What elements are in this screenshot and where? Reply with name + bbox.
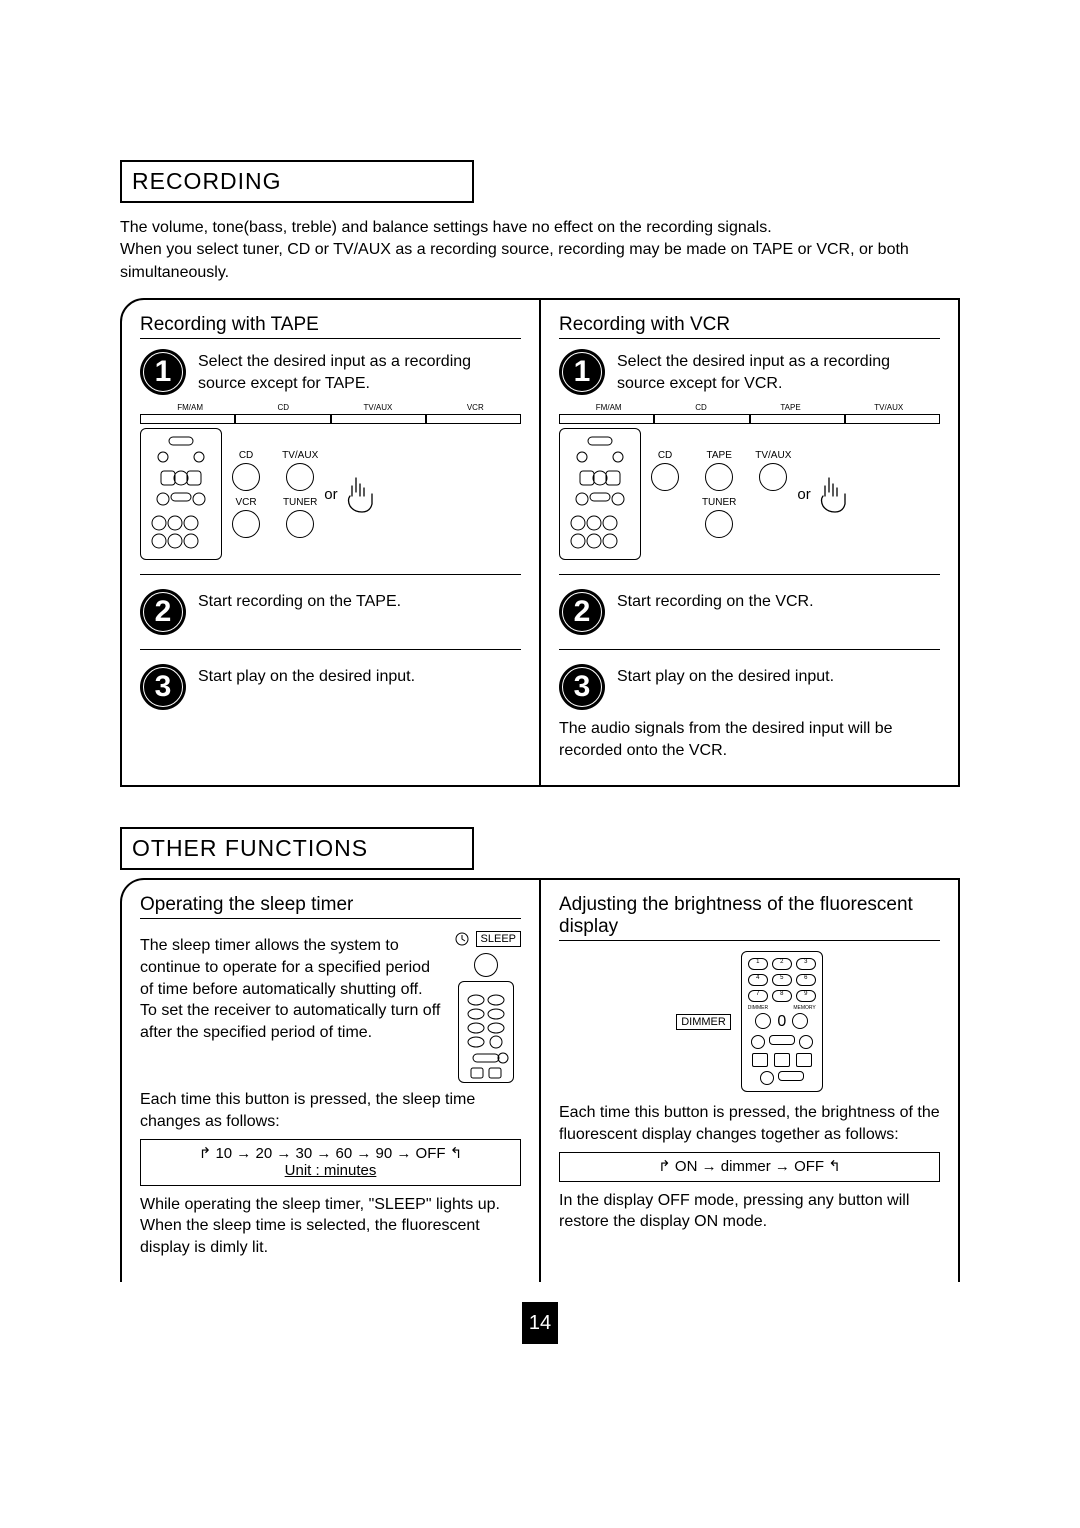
sleep-p2: Each time this button is pressed, the sl… [140, 1089, 521, 1132]
remote-icon [140, 428, 222, 560]
tape-step1: Select the desired input as a recording … [198, 349, 521, 394]
dimmer-title: Adjusting the brightness of the fluoresc… [559, 894, 940, 941]
dimmer-cycle: ↱ ON → dimmer → OFF ↰ [559, 1152, 940, 1182]
btn-label: TV/AUX [755, 450, 791, 461]
key: 8 [772, 990, 792, 1002]
page-number: 14 [522, 1302, 558, 1344]
sleep-unit: Unit : minutes [151, 1162, 510, 1179]
btn-label: TV/AUX [282, 450, 318, 461]
remote-icon [458, 981, 514, 1083]
step-2-circle: 2 [140, 589, 186, 635]
dimmer-p1: Each time this button is pressed, the br… [559, 1102, 940, 1145]
sleep-callout: SLEEP [476, 931, 521, 947]
remote-keypad: 1 2 3 4 5 6 7 8 9 DIMMER MEMORY [741, 951, 823, 1092]
tape-diagram: FM/AM CD TV/AUX VCR [140, 403, 521, 560]
sleep-p3: While operating the sleep timer, "SLEEP"… [140, 1194, 521, 1259]
recording-intro: The volume, tone(bass, treble) and balan… [120, 217, 960, 284]
tab-label: FM/AM [596, 403, 622, 412]
hand-icon [344, 474, 374, 514]
key: 2 [772, 958, 792, 970]
btn-label: CD [239, 450, 253, 461]
key: 1 [748, 958, 768, 970]
dimmer-callout: DIMMER [676, 1014, 731, 1030]
section-header-other: OTHER FUNCTIONS [120, 827, 474, 870]
key: 3 [796, 958, 816, 970]
dimmer-col: Adjusting the brightness of the fluoresc… [541, 880, 958, 1282]
key-label: MEMORY [793, 1005, 815, 1011]
tab-label: FM/AM [177, 403, 203, 412]
or-label: or [324, 486, 337, 503]
section-header-recording: RECORDING [120, 160, 474, 203]
btn-label: VCR [236, 497, 257, 508]
btn-label: TUNER [283, 497, 317, 508]
step-3-circle: 3 [140, 664, 186, 710]
tape-step3: Start play on the desired input. [198, 664, 415, 688]
dimmer-cycle-text: ON → dimmer → OFF [675, 1158, 824, 1175]
sleep-title: Operating the sleep timer [140, 894, 521, 919]
tab-label: TV/AUX [363, 403, 392, 412]
vcr-step2: Start recording on the VCR. [617, 589, 814, 613]
vcr-step3: Start play on the desired input. [617, 664, 834, 688]
key: 9 [796, 990, 816, 1002]
recording-vcr-col: Recording with VCR 1 Select the desired … [541, 300, 958, 785]
sleep-cycle: ↱ 10 → 20 → 30 → 60 → 90 → OFF ↰ Unit : … [140, 1139, 521, 1186]
key: 7 [748, 990, 768, 1002]
vcr-diagram: FM/AM CD TAPE TV/AUX [559, 403, 940, 560]
sleep-cycle-text: 10 → 20 → 30 → 60 → 90 → OFF [215, 1145, 445, 1162]
btn-label: CD [658, 450, 672, 461]
tab-label: TAPE [780, 403, 800, 412]
tab-label: TV/AUX [874, 403, 903, 412]
tab-label: VCR [467, 403, 484, 412]
sleep-p1: The sleep timer allows the system to con… [140, 935, 444, 1077]
recording-tape-col: Recording with TAPE 1 Select the desired… [122, 300, 541, 785]
or-label: or [797, 486, 810, 503]
step-1-circle: 1 [559, 349, 605, 395]
key-label: DIMMER [748, 1005, 768, 1011]
key: 6 [796, 974, 816, 986]
hand-icon [817, 474, 847, 514]
key: 0 [777, 1013, 786, 1031]
remote-icon [559, 428, 641, 560]
key: 5 [772, 974, 792, 986]
sleep-col: Operating the sleep timer The sleep time… [122, 880, 541, 1282]
other-box: Operating the sleep timer The sleep time… [120, 878, 960, 1282]
tape-title: Recording with TAPE [140, 314, 521, 339]
dimmer-p2: In the display OFF mode, pressing any bu… [559, 1190, 940, 1233]
key: 4 [748, 974, 768, 986]
sleep-icon [452, 929, 472, 949]
step-1-circle: 1 [140, 349, 186, 395]
step-3-circle: 3 [559, 664, 605, 710]
tape-step2: Start recording on the TAPE. [198, 589, 401, 613]
tab-label: CD [695, 403, 707, 412]
step-2-circle: 2 [559, 589, 605, 635]
btn-label: TAPE [706, 450, 731, 461]
btn-label: TUNER [702, 497, 736, 508]
vcr-title: Recording with VCR [559, 314, 940, 339]
vcr-step1: Select the desired input as a recording … [617, 349, 940, 394]
vcr-note: The audio signals from the desired input… [559, 718, 940, 761]
recording-box: Recording with TAPE 1 Select the desired… [120, 298, 960, 787]
tab-label: CD [277, 403, 289, 412]
